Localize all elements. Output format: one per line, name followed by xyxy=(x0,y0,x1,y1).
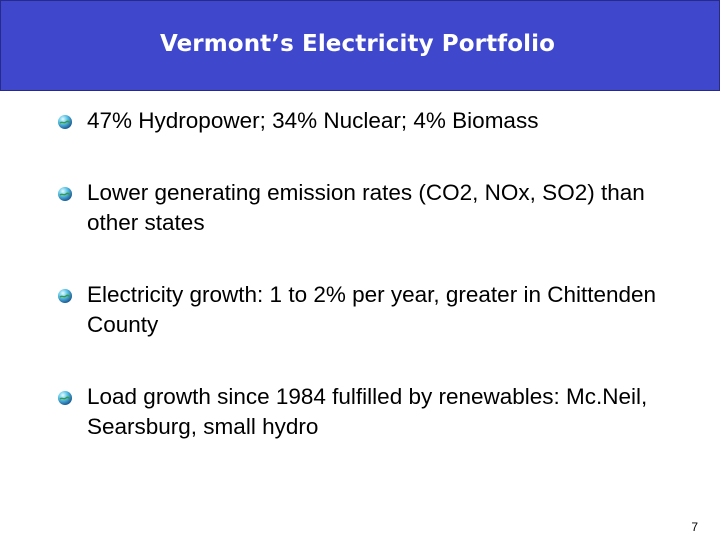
title-bar: Vermont’s Electricity Portfolio xyxy=(0,0,720,91)
bullet-text: 47% Hydropower; 34% Nuclear; 4% Biomass xyxy=(87,108,539,133)
bullet-item: 47% Hydropower; 34% Nuclear; 4% Biomass xyxy=(57,106,697,136)
bullet-text: Lower generating emission rates (CO2, NO… xyxy=(87,180,645,235)
bullet-item: Load growth since 1984 fulfilled by rene… xyxy=(57,382,697,442)
slide-title: Vermont’s Electricity Portfolio xyxy=(159,30,556,57)
globe-bullet-icon xyxy=(58,187,72,201)
bullet-text: Electricity growth: 1 to 2% per year, gr… xyxy=(87,282,657,337)
globe-bullet-icon xyxy=(58,391,72,405)
globe-bullet-icon xyxy=(58,289,72,303)
globe-bullet-icon xyxy=(58,115,72,129)
bullet-item: Lower generating emission rates (CO2, NO… xyxy=(57,178,697,238)
bullet-list: 47% Hydropower; 34% Nuclear; 4% Biomass … xyxy=(57,106,697,442)
page-number: 7 xyxy=(691,520,698,534)
bullet-text: Load growth since 1984 fulfilled by rene… xyxy=(87,384,648,439)
bullet-item: Electricity growth: 1 to 2% per year, gr… xyxy=(57,280,697,340)
